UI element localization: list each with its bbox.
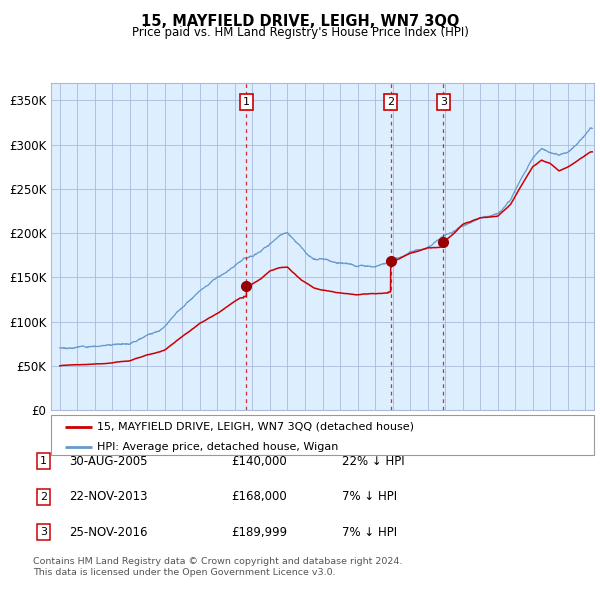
Text: 1: 1 (243, 97, 250, 107)
Text: 22% ↓ HPI: 22% ↓ HPI (342, 455, 404, 468)
Text: This data is licensed under the Open Government Licence v3.0.: This data is licensed under the Open Gov… (33, 568, 335, 577)
Text: 1: 1 (40, 457, 47, 466)
Text: 15, MAYFIELD DRIVE, LEIGH, WN7 3QQ: 15, MAYFIELD DRIVE, LEIGH, WN7 3QQ (141, 14, 459, 28)
Text: Contains HM Land Registry data © Crown copyright and database right 2024.: Contains HM Land Registry data © Crown c… (33, 558, 403, 566)
Text: 25-NOV-2016: 25-NOV-2016 (69, 526, 148, 539)
Text: 15, MAYFIELD DRIVE, LEIGH, WN7 3QQ (detached house): 15, MAYFIELD DRIVE, LEIGH, WN7 3QQ (deta… (97, 422, 414, 432)
Text: 7% ↓ HPI: 7% ↓ HPI (342, 490, 397, 503)
Text: 7% ↓ HPI: 7% ↓ HPI (342, 526, 397, 539)
Text: 2: 2 (40, 492, 47, 502)
Text: £140,000: £140,000 (231, 455, 287, 468)
Text: £189,999: £189,999 (231, 526, 287, 539)
Text: £168,000: £168,000 (231, 490, 287, 503)
Text: 3: 3 (40, 527, 47, 537)
Text: 22-NOV-2013: 22-NOV-2013 (69, 490, 148, 503)
Text: 30-AUG-2005: 30-AUG-2005 (69, 455, 148, 468)
Text: 2: 2 (387, 97, 394, 107)
FancyBboxPatch shape (51, 415, 594, 455)
Text: 3: 3 (440, 97, 447, 107)
Text: Price paid vs. HM Land Registry's House Price Index (HPI): Price paid vs. HM Land Registry's House … (131, 26, 469, 39)
Text: HPI: Average price, detached house, Wigan: HPI: Average price, detached house, Wiga… (97, 442, 338, 452)
